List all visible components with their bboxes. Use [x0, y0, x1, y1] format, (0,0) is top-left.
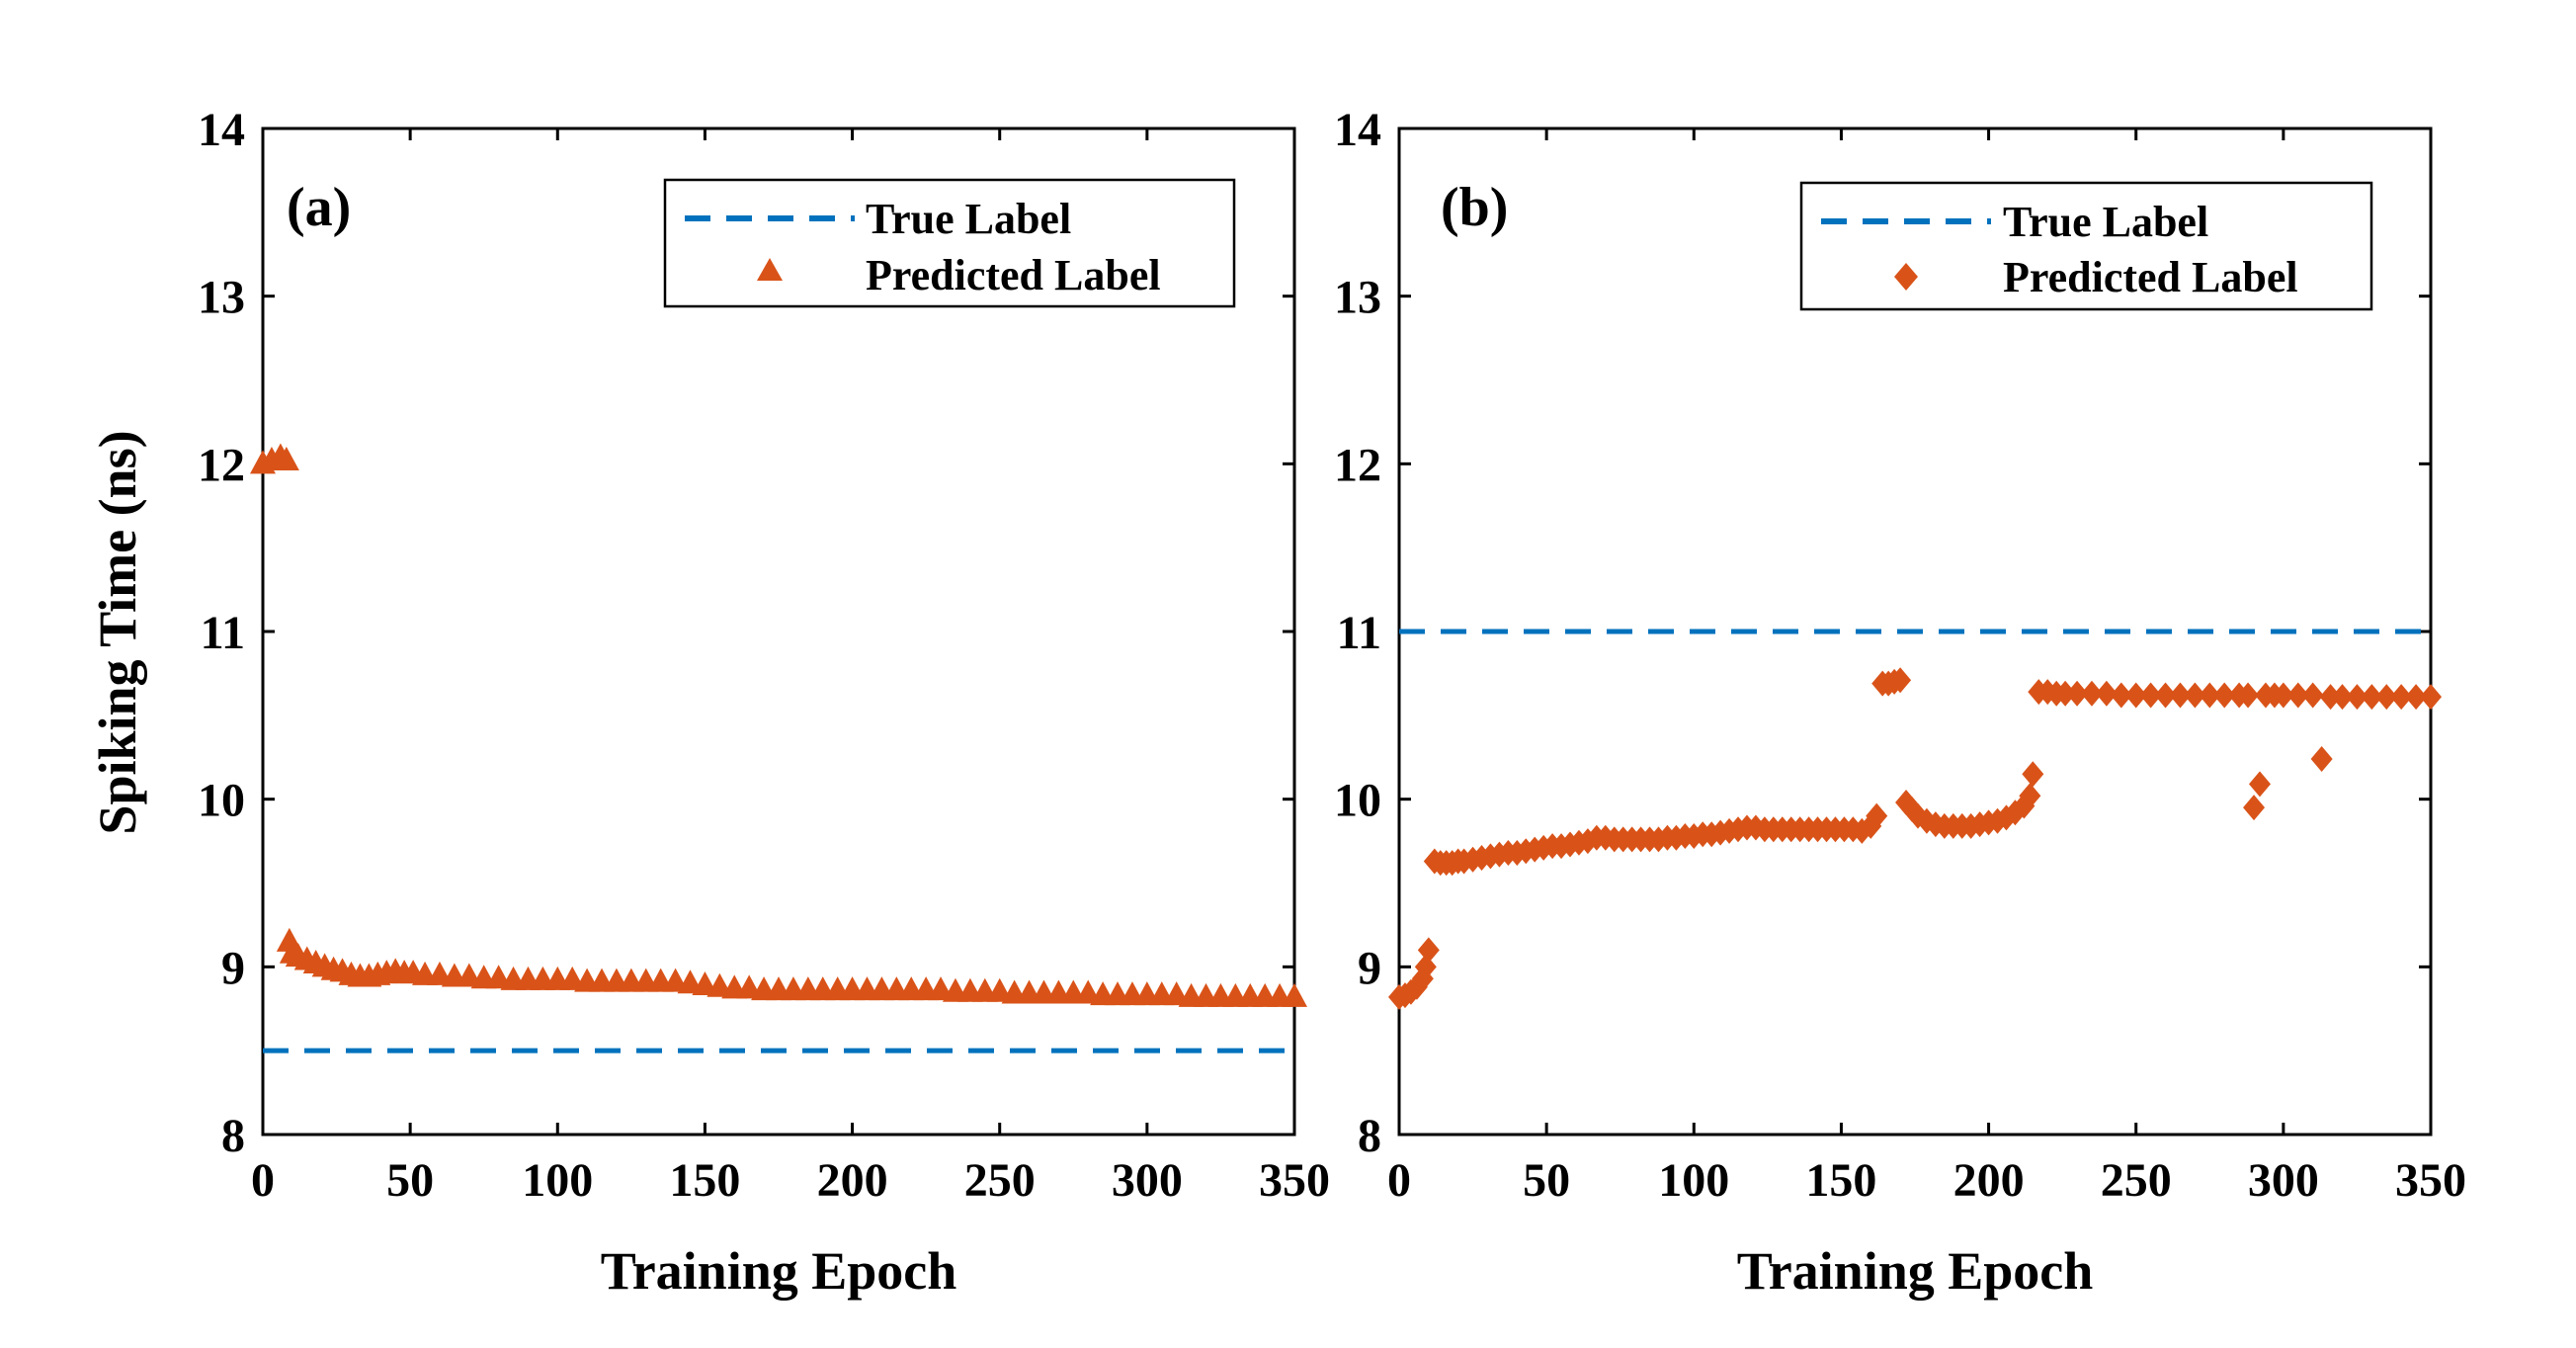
panel-b-predicted-point: [2310, 745, 2333, 772]
panel-b-predicted-point: [1414, 954, 1437, 980]
panel-b-x-tick-label: 350: [2395, 1154, 2466, 1207]
panel-a-predicted-point: [276, 927, 302, 952]
panel-a-legend-predicted-label: Predicted Label: [866, 251, 1161, 299]
panel-a-legend: True Label Predicted Label: [663, 178, 1236, 308]
panel-b-legend: True Label Predicted Label: [1799, 181, 2373, 311]
panel-b-x-tick-label: 0: [1387, 1154, 1411, 1207]
panel-a-y-tick-label: 8: [221, 1110, 245, 1162]
panel-b-predicted-point: [2184, 682, 2206, 709]
panel-b-predicted-point: [2286, 682, 2309, 709]
panel-b-predicted-point: [2004, 800, 2027, 826]
panel-b-y-tick-label: 12: [1334, 439, 1381, 491]
panel-b-predicted-point: [2301, 682, 2324, 709]
panel-b-predicted-point: [2405, 684, 2428, 711]
panel-b-predicted-point: [2420, 684, 2442, 711]
panel-a-x-tick-label: 300: [1112, 1154, 1183, 1207]
panel-a: 0 50 100 150 200 250 300 350 8 9 10 11 12 13 14 (a) Tr…: [198, 104, 1330, 1301]
panel-b-legend-predicted-label: Predicted Label: [2003, 253, 2298, 301]
panel-b-predicted-point: [2054, 680, 2077, 707]
panel-b-ticks: 0 50 100 150 200 250 300 350 8 9 10 11 12 13 14: [1334, 104, 2466, 1207]
panel-b-label: (b): [1441, 177, 1508, 238]
panel-b-x-tick-label: 250: [2101, 1154, 2172, 1207]
panel-b-predicted-point: [2110, 682, 2132, 709]
panel-a-x-tick-label: 150: [669, 1154, 740, 1207]
panel-b-predicted-point: [2154, 682, 2177, 709]
panel-a-x-tick-label: 100: [522, 1154, 593, 1207]
panel-a-x-tick-label: 250: [964, 1154, 1036, 1207]
panel-a-predicted-point: [273, 446, 299, 470]
panel-a-x-tick-label: 50: [386, 1154, 434, 1207]
panel-b-predicted-point: [2213, 682, 2236, 709]
panel-b-predicted-point: [2139, 682, 2162, 709]
panel-b-predicted-point: [2331, 684, 2354, 711]
panel-b-predicted-point: [2019, 783, 2041, 809]
panel-a-y-tick-label: 9: [221, 942, 245, 994]
panel-a-x-tick-label: 0: [251, 1154, 275, 1207]
panel-a-legend-box: [663, 178, 1236, 308]
panel-b-y-tick-label: 14: [1334, 104, 1381, 156]
panel-b-predicted-point: [2319, 684, 2342, 711]
panel-b-y-tick-label: 13: [1334, 272, 1381, 324]
panel-b: 0 50 100 150 200 250 300 350 8 9 10 11 12 13 14 (b) Tr…: [1334, 104, 2466, 1301]
panel-b-legend-box: [1799, 181, 2373, 311]
panel-a-x-axis-label: Training Epoch: [601, 1241, 957, 1301]
panel-b-x-tick-label: 200: [1953, 1154, 2025, 1207]
panel-b-predicted-point: [2080, 680, 2103, 707]
panel-b-predicted-point: [2272, 682, 2294, 709]
panel-b-y-tick-label: 10: [1334, 775, 1381, 827]
panel-b-predicted-point: [2022, 761, 2044, 788]
panel-b-y-tick-label: 8: [1358, 1110, 1381, 1162]
panel-b-x-axis-label: Training Epoch: [1737, 1241, 2094, 1301]
panel-b-predicted-point: [2124, 682, 2147, 709]
panel-a-y-tick-label: 10: [198, 775, 245, 827]
panel-b-x-tick-label: 50: [1523, 1154, 1570, 1207]
y-axis-label: Spiking Time (ns): [88, 430, 147, 834]
panel-b-predicted-point: [2199, 682, 2221, 709]
panel-b-predicted-point: [1866, 802, 1888, 829]
panel-b-legend-true-label: True Label: [2003, 198, 2208, 246]
panel-b-series: [1388, 629, 2442, 1010]
panel-b-predicted-point: [2248, 771, 2271, 798]
panel-a-ticks: 0 50 100 150 200 250 300 350 8 9 10 11 12 13 14: [198, 104, 1330, 1207]
panel-b-predicted-point: [1889, 667, 1912, 694]
panel-a-y-tick-label: 14: [198, 104, 245, 156]
panel-a-label: (a): [287, 177, 351, 238]
panel-a-legend-true-label: True Label: [866, 195, 1071, 243]
panel-b-y-tick-label: 11: [1337, 607, 1381, 659]
panel-b-predicted-point: [2237, 682, 2260, 709]
panel-b-predicted-point: [2375, 684, 2398, 711]
panel-a-y-tick-label: 13: [198, 272, 245, 324]
panel-a-y-tick-label: 11: [201, 607, 245, 659]
panel-b-x-tick-label: 150: [1805, 1154, 1876, 1207]
panel-b-y-tick-label: 9: [1358, 942, 1381, 994]
panel-b-predicted-point: [2066, 680, 2089, 707]
panel-a-series: [250, 443, 1307, 1053]
panel-b-predicted-point: [2243, 795, 2266, 821]
panel-b-x-tick-label: 300: [2248, 1154, 2319, 1207]
panel-b-predicted-point: [2169, 682, 2192, 709]
panel-a-predicted-point: [1282, 982, 1307, 1007]
panel-b-predicted-point: [2095, 680, 2118, 707]
panel-b-x-tick-label: 100: [1658, 1154, 1729, 1207]
panel-b-predicted-point: [2390, 684, 2413, 711]
panel-b-predicted-point: [2346, 684, 2368, 711]
panel-a-x-tick-label: 350: [1259, 1154, 1330, 1207]
panel-a-legend-predicted-swatch: [757, 258, 783, 281]
panel-b-predicted-point: [2361, 684, 2383, 711]
panel-a-y-tick-label: 12: [198, 439, 245, 491]
panel-b-legend-predicted-swatch: [1894, 263, 1918, 291]
panel-b-predicted-point: [1417, 937, 1440, 964]
panel-a-x-tick-label: 200: [817, 1154, 888, 1207]
